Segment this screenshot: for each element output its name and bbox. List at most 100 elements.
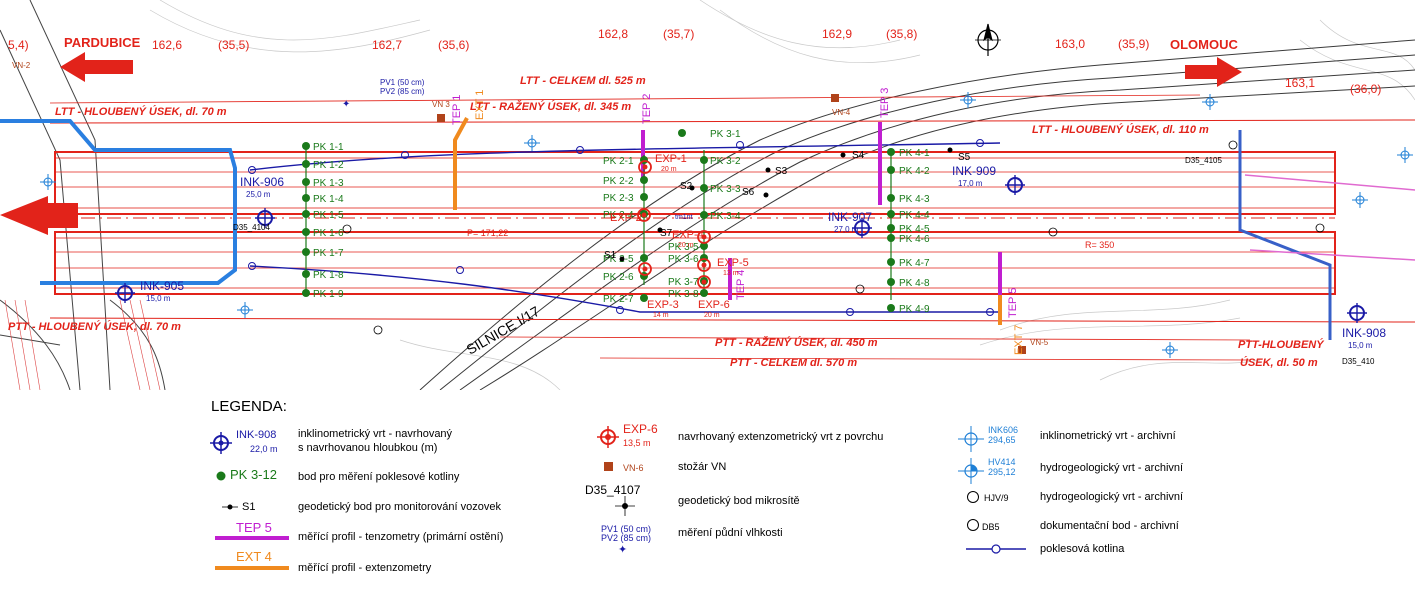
pk-point-label: PK 2-6 [603, 272, 634, 283]
pk-point-label: PK 4-8 [899, 278, 930, 289]
legend-text-d35: geodetický bod mikrosítě [678, 495, 800, 507]
legend-text-db5: dokumentační bod - archivní [1040, 520, 1179, 532]
pk-point-label: PK 2-5 [603, 254, 634, 265]
settlement-trough-lines [249, 142, 1001, 313]
pk-point-icon [700, 211, 708, 219]
legend-text-tep: měřící profil - tenzometry (primární ost… [298, 531, 504, 543]
inclinometer-label: INK-907 [828, 210, 872, 224]
pk-point-icon [700, 289, 708, 297]
pk-points-layer: PK 1-1 PK 1-2 PK 1-3 PK 1-4 PK 1-5 PK 1-6 PK 1… [302, 129, 930, 315]
ext-profiles [453, 117, 1002, 325]
pk-point-label: PK 2-3 [603, 193, 634, 204]
pk-point-label: PK 3-5 [668, 242, 699, 253]
extensometer-proposed-icon [637, 208, 651, 222]
pk-point-icon [700, 156, 708, 164]
pk-point-label: PK 1-1 [313, 142, 344, 153]
legend-sym-exp-depth: 13,5 m [623, 438, 651, 448]
documentation-point-icon [967, 519, 979, 531]
ext-label-7: EXT 7 [1013, 325, 1025, 355]
city-left-label: PARDUBICE [64, 35, 141, 50]
pk-point-icon [887, 224, 895, 232]
portal-east [1238, 130, 1332, 340]
tunnel-tubes [49, 94, 1415, 361]
pk-point-label: PK 1-7 [313, 248, 344, 259]
extensometer-center [701, 262, 707, 268]
legend-text-hv414: hydrogeologický vrt - archivní [1040, 462, 1184, 474]
legend-sym-hjv9: HJV/9 [984, 493, 1009, 503]
geodetic-point-icon [689, 185, 695, 191]
vn-masts: VN 3 VN-4 VN-5 VN-2 [12, 61, 1049, 354]
ptt-mined-label: PTT - RAŽENÝ ÚSEK, dl. 450 m [715, 336, 878, 349]
legend-text-hjv9: hydrogeologický vrt - archivní [1040, 491, 1184, 503]
extensometer-depth-label: 20 m [704, 312, 720, 319]
legend-sym-ink606: INK606 [988, 425, 1019, 435]
legend-text-exp: navrhovaný extenzometrický vrt z povrchu [678, 431, 884, 443]
ext-label-1: EXT 1 [474, 90, 486, 120]
p-value-label: P= 171,22 [467, 228, 508, 238]
geodetic-point-icon [947, 147, 953, 153]
pk-point-icon [640, 193, 648, 201]
pk-point-icon [302, 289, 310, 297]
vn-mast-icon [1018, 346, 1026, 354]
tep-profile-line-icon [215, 536, 289, 540]
tep-label-5: TEP 5 [1007, 288, 1019, 318]
tep-label-1: TEP 1 [451, 95, 463, 125]
hydro-borehole-open-icon [967, 491, 979, 503]
pk-point-label: PK 3-4 [710, 211, 741, 222]
pk-point-icon [302, 178, 310, 186]
chainage-km-5: 163,0 [1055, 37, 1085, 51]
chainage-alt-1: (35,5) [218, 38, 249, 52]
legend-sym-ink-id: INK-908 [236, 429, 277, 441]
chainage-edge: 5,4) [8, 38, 29, 52]
geodetic-point-icon [765, 167, 771, 173]
pv-star-icon: ✦ [342, 99, 350, 110]
pk-point-label: PK 2-7 [603, 294, 634, 305]
portal-west-fill [0, 196, 78, 235]
legend-sym-ink606-alt: 294,65 [988, 435, 1016, 445]
pk-point-label: PK 1-4 [313, 194, 344, 205]
pk-point-label: PK 4-9 [899, 304, 930, 315]
city-right-label: OLOMOUC [1170, 37, 1238, 52]
legend-sym-db5: DB5 [982, 522, 1000, 532]
tep-label-4: TEP 4 [735, 270, 747, 300]
microgrid-point-icon [615, 496, 635, 516]
chainage-km-2: 162,7 [372, 38, 402, 52]
extensometer-label: EXP-2 [610, 212, 642, 224]
chainage-km-4: 162,9 [822, 27, 852, 41]
vn-mast-icon [437, 114, 445, 122]
chainage-alt-2: (35,6) [438, 38, 469, 52]
pk-point-label: PK 2-1 [603, 156, 634, 167]
extensometer-label: EXP-4 [672, 229, 704, 241]
legend-text-trough: poklesová kotlina [1040, 543, 1125, 555]
ltt-mined-label: LTT - RAŽENÝ ÚSEK, dl. 345 m [470, 100, 631, 113]
pk-point-label: PK 3-1 [710, 129, 741, 140]
pk-point-label: PK 4-6 [899, 234, 930, 245]
legend-text-ink-2: s navrhovanou hloubkou (m) [298, 442, 438, 454]
extensometer-center [642, 266, 648, 272]
pk-point-label: PK 2-2 [603, 176, 634, 187]
microgrid-label-4104: D35_4104 [233, 223, 270, 232]
pk-point-label: PK 4-4 [899, 210, 930, 221]
inclinometer-label: INK-909 [952, 164, 996, 178]
geodetic-point-icon [222, 504, 238, 510]
pk-point-label: PK 3-6 [668, 254, 699, 265]
microgrid-label-4105: D35_4105 [1185, 156, 1222, 165]
tep-label-2: TEP 2 [641, 94, 653, 124]
pk-point-icon [302, 228, 310, 236]
legend-sym-vn: VN-6 [623, 463, 644, 473]
legend-sym-pv2: PV2 (85 cm) [601, 533, 652, 543]
inclinometer-depth-label: 17,0 m [958, 179, 983, 188]
legend-text-ext: měřící profil - extenzometry [298, 562, 432, 574]
chainage-alt-3: (35,7) [663, 27, 694, 41]
chainage-km-1: 162,6 [152, 38, 182, 52]
extensometer-center [641, 212, 647, 218]
pk-point-icon [887, 148, 895, 156]
vn-mast-label-5: VN-5 [1030, 338, 1049, 347]
pk-point-label: PK 1-9 [313, 289, 344, 300]
pk-point-label: PK 4-1 [899, 148, 930, 159]
tep-label-3: TEP 3 [879, 88, 891, 118]
archive-boreholes [40, 92, 1413, 358]
pk-point-label: PK 3-3 [710, 184, 741, 195]
ptt-total-label: PTT - CELKEM dl. 570 m [730, 357, 857, 369]
pk-point-icon [700, 184, 708, 192]
